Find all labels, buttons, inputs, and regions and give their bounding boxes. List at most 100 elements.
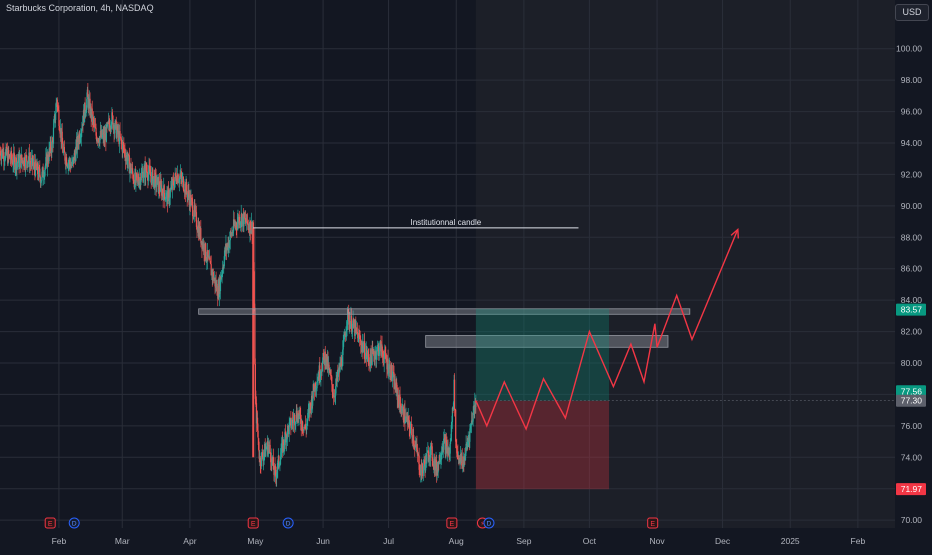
candle-body <box>407 416 409 425</box>
candle-body <box>471 420 473 422</box>
candle-body <box>129 167 131 174</box>
price-tick-label: 74.00 <box>901 452 923 462</box>
split-label: ⚡ <box>480 521 485 528</box>
price-tick-label: 90.00 <box>901 201 923 211</box>
candle-body <box>455 409 457 442</box>
candle-body <box>154 172 157 175</box>
candle-body <box>260 452 263 467</box>
candle-body <box>79 134 81 141</box>
candle-body <box>43 177 45 178</box>
candle-body <box>152 178 154 186</box>
candle-body <box>219 276 222 292</box>
candle-body <box>443 438 445 450</box>
forecast-arrow-icon <box>730 227 740 239</box>
candle-body <box>414 445 416 449</box>
candle-body <box>76 135 79 151</box>
candle-body <box>389 364 391 377</box>
time-tick-label: Dec <box>715 536 731 546</box>
currency-button[interactable]: USD <box>895 4 929 21</box>
candle-body <box>229 232 231 241</box>
candle-body <box>331 384 333 393</box>
candle-body <box>146 170 148 172</box>
candle-body <box>391 377 393 379</box>
candle-body <box>356 331 359 334</box>
supply-zone-box <box>425 335 669 348</box>
candle-body <box>190 198 193 200</box>
target-zone <box>475 308 610 401</box>
candle-body <box>67 162 69 167</box>
candle-body <box>475 402 477 408</box>
candle-body <box>276 473 278 479</box>
dividend-label: D <box>286 521 291 528</box>
candle-body <box>135 173 137 183</box>
candle-body <box>359 334 361 340</box>
candle-body <box>163 185 165 194</box>
candle-body <box>64 152 66 161</box>
candle-body <box>149 168 151 175</box>
candle-body <box>394 379 396 389</box>
candle-body <box>73 153 75 164</box>
candle-body <box>335 386 337 396</box>
candle-body <box>205 258 207 262</box>
candle-body <box>431 444 433 447</box>
candle-body <box>109 127 111 130</box>
candle-body <box>371 348 373 365</box>
time-tick-label: May <box>247 536 264 546</box>
candle-body <box>322 352 324 362</box>
candle-body <box>44 165 46 170</box>
earnings-icon <box>247 517 259 529</box>
candle-body <box>423 460 426 464</box>
candle-body <box>140 180 142 186</box>
candle-body <box>63 147 65 153</box>
candle-body <box>1 153 3 159</box>
candle-body <box>108 120 110 126</box>
candle-body <box>68 162 70 164</box>
candle-body <box>133 180 135 182</box>
candle-body <box>319 365 321 379</box>
candle-body <box>462 464 464 466</box>
candle-body <box>114 121 116 129</box>
candle-body <box>464 452 467 461</box>
candle-body <box>42 167 44 178</box>
candle-body <box>143 168 145 178</box>
time-axis[interactable]: Feb Mar Apr May Jun Jul Aug Sep Oct Nov Dec 2025 Feb <box>52 536 866 546</box>
candle-body <box>299 409 301 416</box>
candle-body <box>469 428 471 442</box>
candle-body <box>111 112 113 125</box>
candle-body <box>62 143 64 153</box>
candle-body <box>182 177 184 190</box>
price-label-text: 71.97 <box>901 484 923 494</box>
candle-body <box>243 212 246 219</box>
candle-body <box>351 331 353 333</box>
candle-body <box>137 176 139 182</box>
candle-body <box>315 388 318 389</box>
annotations: Institutionnal candle <box>198 218 895 490</box>
candle-body <box>254 363 257 399</box>
candle-body <box>289 419 291 423</box>
candle-body <box>174 173 176 181</box>
candle-body <box>200 228 202 244</box>
candle-body <box>31 158 33 165</box>
candle-body <box>335 378 337 387</box>
candle-body <box>365 352 367 360</box>
candle-body <box>203 243 205 255</box>
candle-body <box>399 404 402 413</box>
price-tick-label: 70.00 <box>901 515 923 525</box>
candle-body <box>320 371 322 378</box>
candle-body <box>128 155 130 174</box>
candle-body <box>101 130 103 138</box>
candle-body <box>449 453 451 456</box>
candle-body <box>456 446 458 454</box>
candle-body <box>361 345 363 350</box>
candle-body <box>239 222 241 225</box>
candle-body <box>14 166 16 170</box>
candle-body <box>71 160 74 162</box>
candle-body <box>296 410 298 419</box>
candle-body <box>453 379 456 410</box>
time-tick-label: Oct <box>583 536 597 546</box>
candle-body <box>455 441 457 447</box>
candle-body <box>472 412 474 422</box>
candle-body <box>291 419 293 426</box>
